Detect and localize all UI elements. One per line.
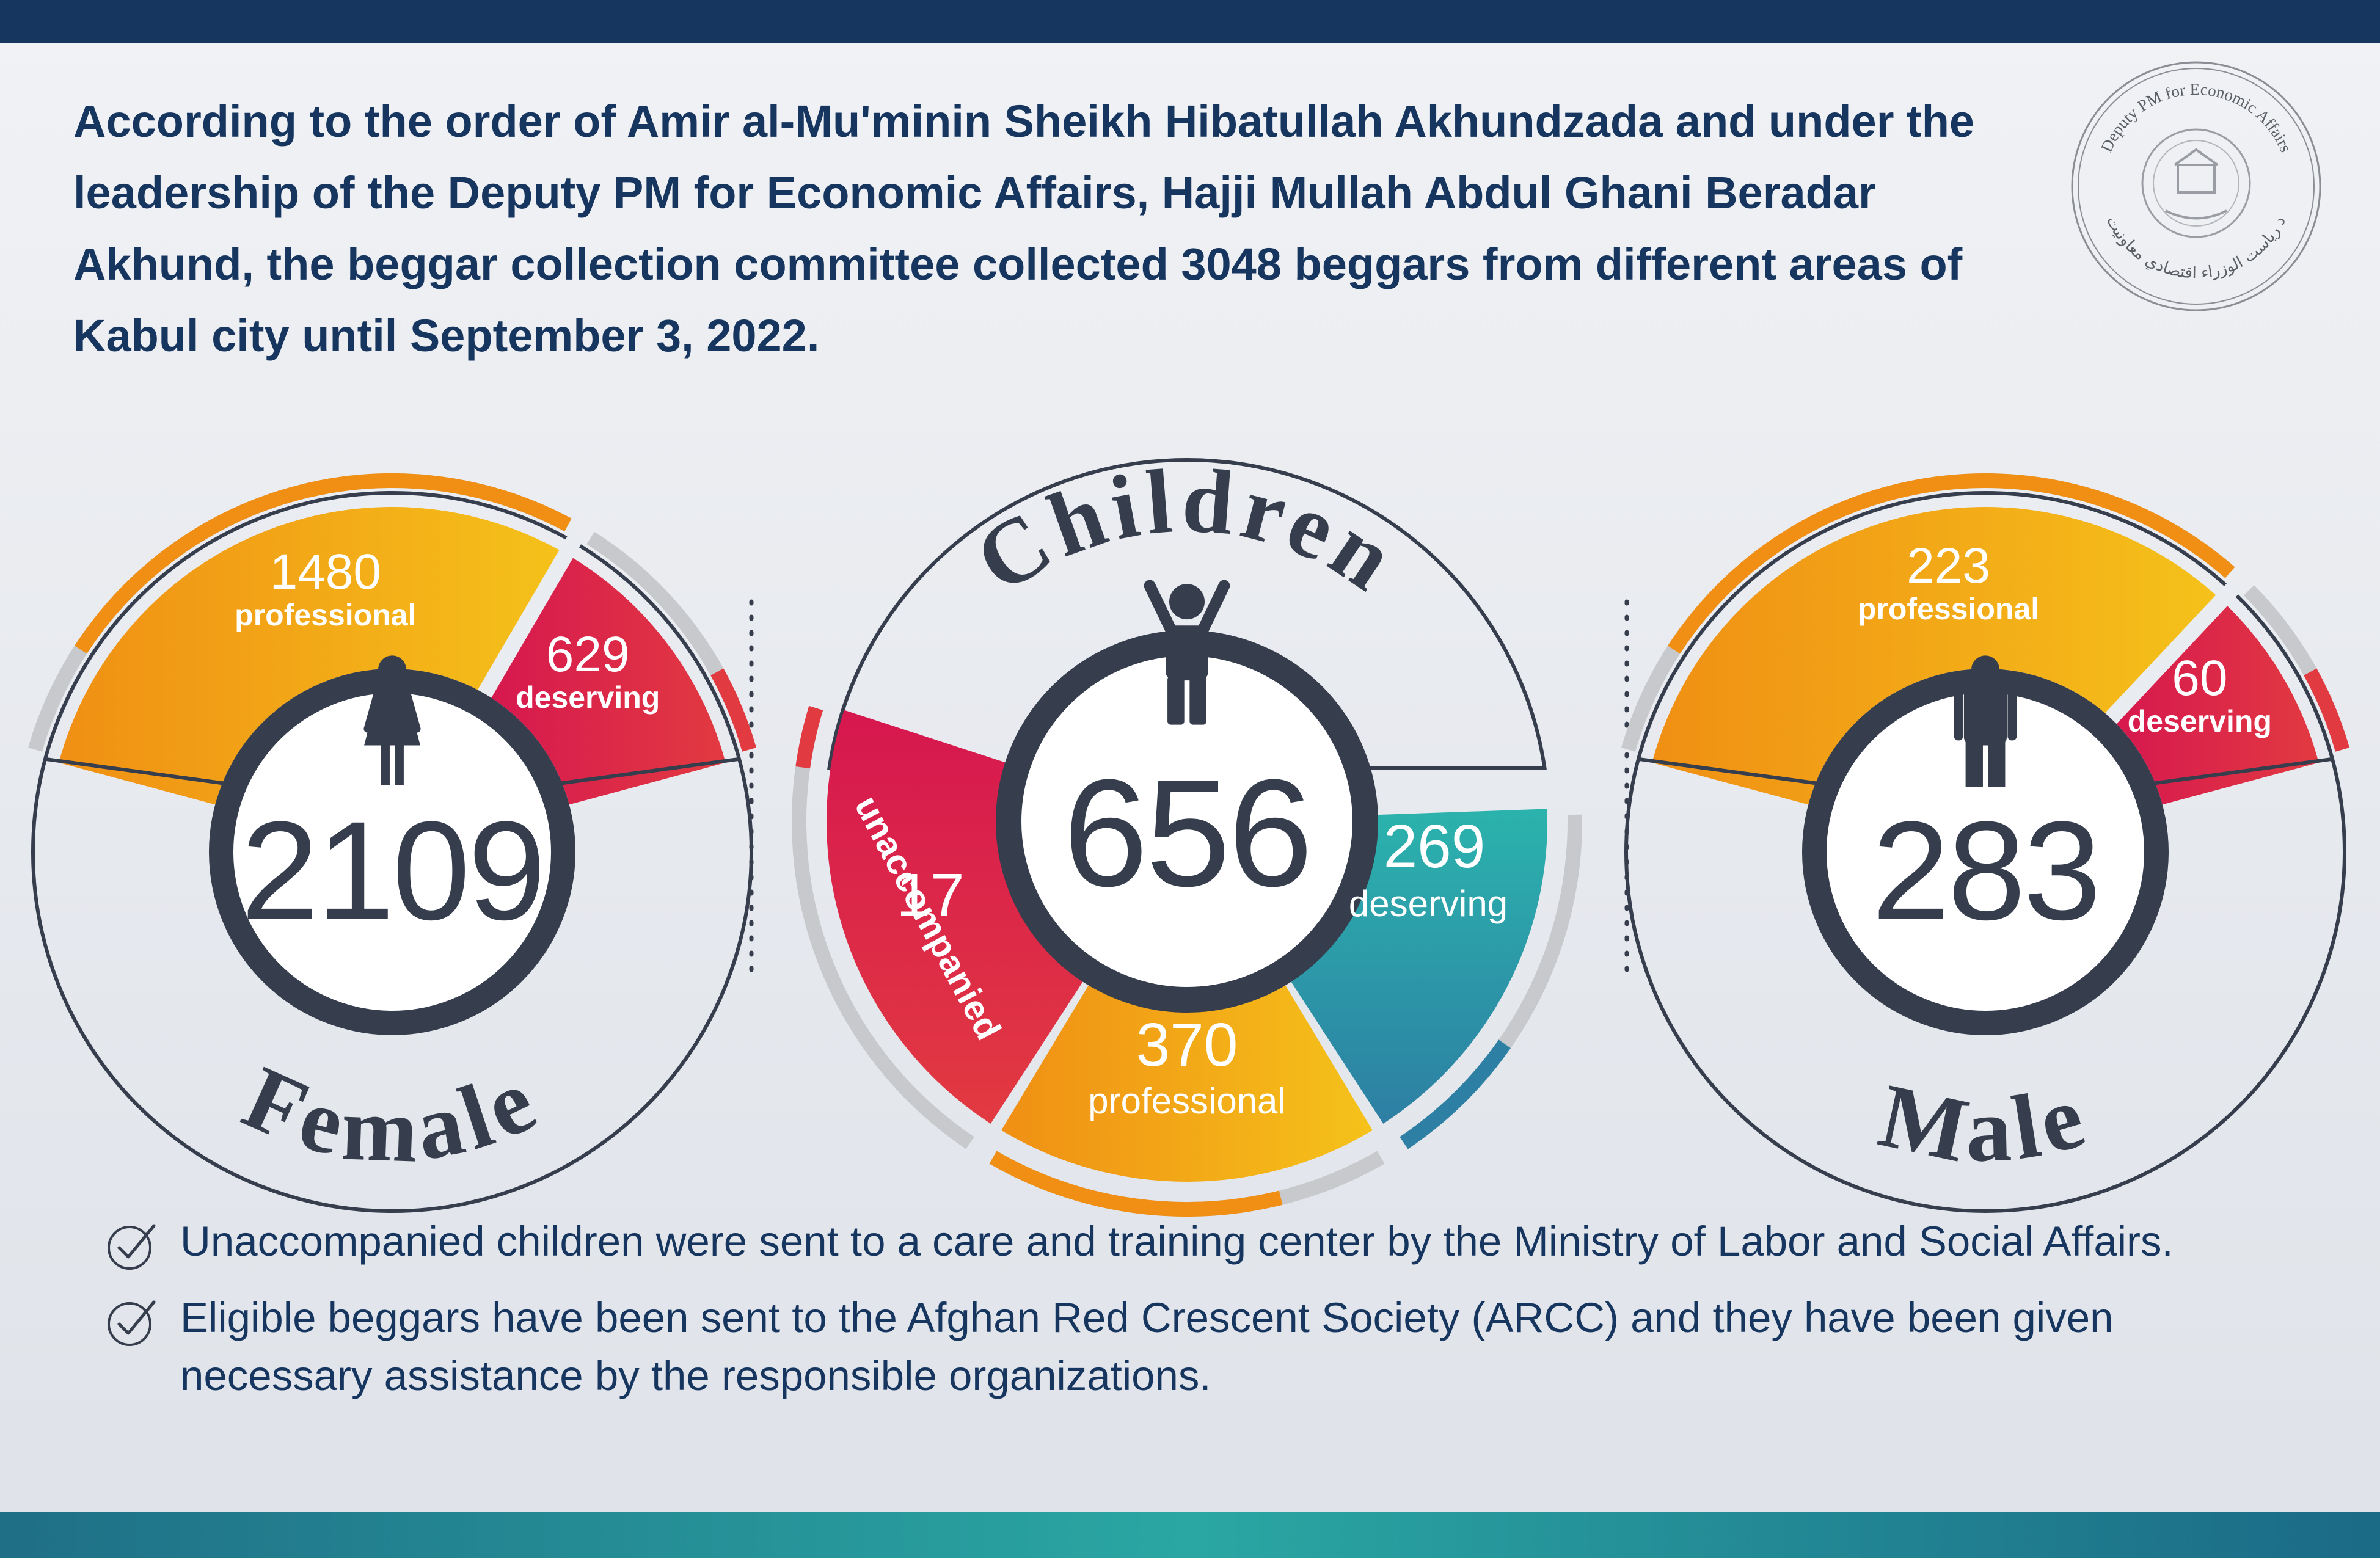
band-accent-deserving — [2304, 668, 2349, 752]
woman-icon — [363, 655, 421, 785]
note-item: Eligible beggars have been sent to the A… — [104, 1289, 2279, 1405]
total-value: 2109 — [241, 792, 544, 949]
sector-deserving — [484, 553, 726, 805]
note-text: Unaccompanied children were sent to a ca… — [180, 1218, 2174, 1265]
band-accent-professional — [1668, 473, 2235, 654]
deserving-value: 60 — [2172, 650, 2227, 706]
total-value: 283 — [1872, 792, 2099, 949]
sector-gap — [477, 531, 584, 698]
chart-title: Male — [1871, 1063, 2094, 1183]
sector-professional — [1652, 506, 2222, 805]
child-icon — [1144, 580, 1230, 725]
man-icon — [1954, 655, 2017, 787]
note-item: Unaccompanied children were sent to a ca… — [104, 1212, 2279, 1270]
sector-unaccompanied — [827, 710, 1084, 1124]
band-accent-professional — [989, 1151, 1283, 1217]
deserving-value: 629 — [546, 627, 630, 682]
deserving-label: deserving — [2128, 704, 2272, 738]
sector-deserving — [1290, 809, 1547, 1124]
upper-outline — [827, 458, 1547, 770]
checkmark-icon — [108, 1224, 156, 1270]
deserving-value: 269 — [1384, 812, 1486, 881]
band-accent-unaccompanied — [795, 705, 823, 769]
sector-professional — [59, 507, 566, 805]
professional-value: 223 — [1907, 538, 1990, 594]
sector-deserving — [2111, 600, 2319, 805]
band-accent-deserving — [710, 668, 756, 752]
deserving-label: deserving — [516, 680, 660, 715]
note-text: Eligible beggars have been sent to the A… — [180, 1294, 2114, 1399]
top-bar — [0, 0, 2380, 43]
chart-title: Female — [230, 1047, 549, 1182]
deserving-label: deserving — [1349, 883, 1508, 924]
seal-emblem: Deputy PM for Economic Affairs د ریاست ا… — [2071, 61, 2321, 311]
total-value: 656 — [1063, 748, 1310, 918]
bottom-bar — [0, 1512, 2380, 1558]
checkmark-icon — [108, 1300, 156, 1346]
svg-text:Female: Female — [230, 1047, 555, 1182]
svg-text:Male: Male — [1871, 1063, 2100, 1183]
professional-label: professional — [1858, 592, 2039, 626]
unaccompanied-value: 17 — [896, 861, 964, 930]
professional-value: 370 — [1136, 1011, 1238, 1079]
professional-label: professional — [235, 598, 416, 632]
professional-value: 1480 — [270, 544, 381, 600]
band-unaccompanied — [792, 705, 974, 1149]
notes-list: Unaccompanied children were sent to a ca… — [104, 1212, 2279, 1423]
band-accent-deserving — [1400, 1039, 1511, 1149]
outer-ring — [1624, 491, 2346, 1213]
outer-ring — [31, 491, 753, 1213]
sector-professional — [1001, 983, 1373, 1182]
sector-gap — [2104, 579, 2243, 724]
headline: According to the order of Amir al-Mu'min… — [73, 96, 1975, 361]
band-accent-professional — [75, 473, 572, 654]
professional-label: professional — [1088, 1080, 1286, 1121]
